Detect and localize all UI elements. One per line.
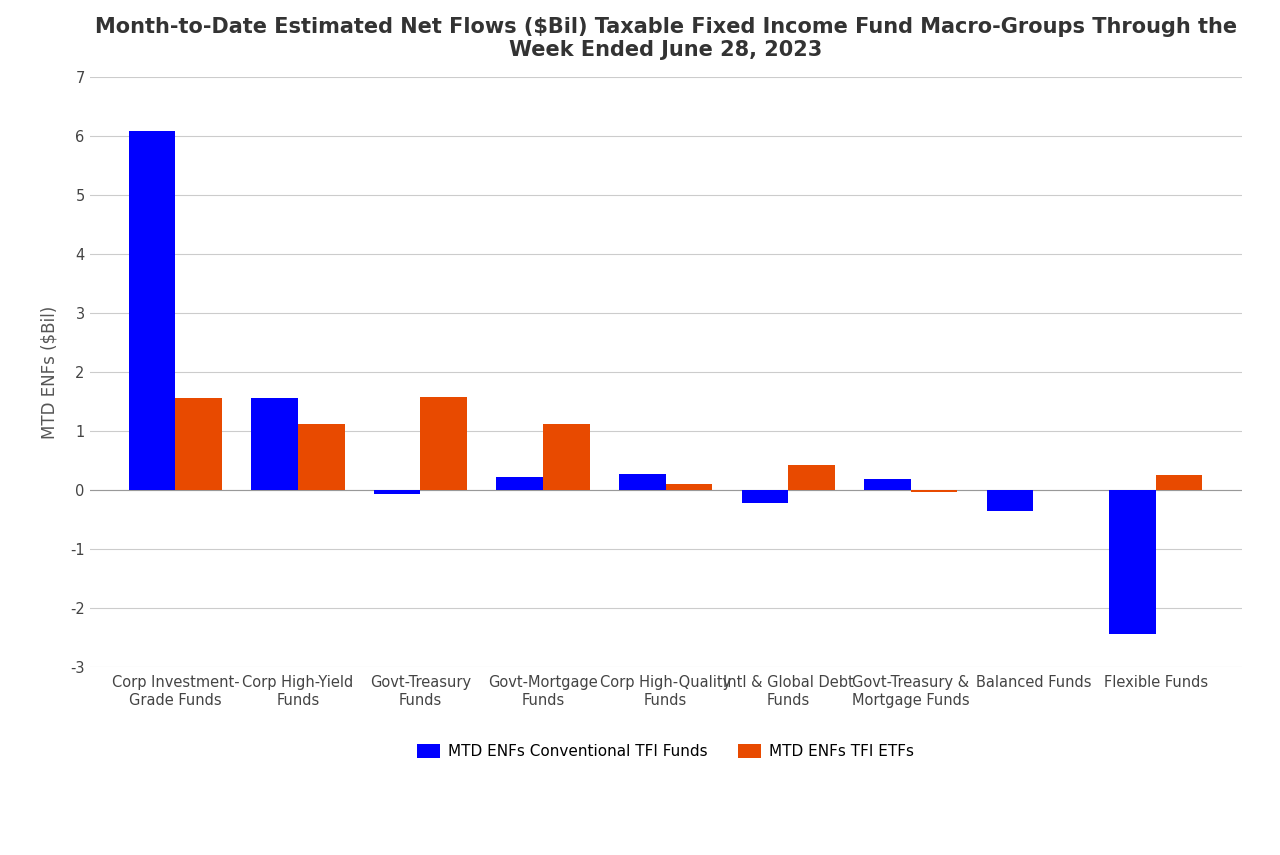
Bar <box>987 490 1033 510</box>
Bar <box>666 484 712 490</box>
Legend: MTD ENFs Conventional TFI Funds, MTD ENFs TFI ETFs: MTD ENFs Conventional TFI Funds, MTD ENF… <box>411 738 920 765</box>
Bar <box>1110 490 1156 634</box>
Bar <box>1156 475 1202 490</box>
Bar <box>543 424 590 490</box>
Bar <box>251 398 298 490</box>
Title: Month-to-Date Estimated Net Flows ($Bil) Taxable Fixed Income Fund Macro-Groups : Month-to-Date Estimated Net Flows ($Bil)… <box>95 17 1236 60</box>
Bar <box>298 424 344 490</box>
Bar <box>175 398 221 490</box>
Bar <box>864 480 910 490</box>
Bar <box>741 490 788 503</box>
Bar <box>374 490 421 494</box>
Bar <box>421 398 467 490</box>
Bar <box>788 464 835 490</box>
Bar <box>910 490 957 492</box>
Y-axis label: MTD ENFs ($Bil): MTD ENFs ($Bil) <box>41 305 59 439</box>
Bar <box>129 131 175 490</box>
Bar <box>620 474 666 490</box>
Bar <box>497 477 543 490</box>
